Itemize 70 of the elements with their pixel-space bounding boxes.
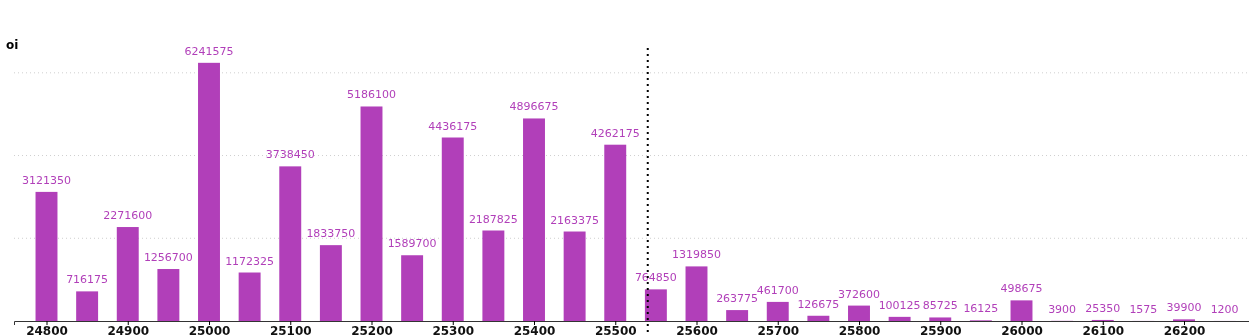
- data-label: 764850: [634, 271, 677, 285]
- data-label: 2271600: [103, 209, 153, 223]
- data-label: 100125: [878, 298, 921, 312]
- data-label: 372600: [838, 287, 880, 301]
- bar: [848, 305, 870, 321]
- bar: [198, 62, 220, 321]
- data-label: 2163375: [550, 213, 600, 227]
- data-label: 4436175: [428, 119, 478, 133]
- x-tick-label: 25300: [432, 323, 475, 336]
- data-label: 3738450: [265, 148, 315, 162]
- data-label: 39900: [1166, 301, 1202, 315]
- data-label: 1589700: [387, 237, 437, 251]
- data-label: 3900: [1048, 302, 1077, 316]
- data-label: 1172325: [225, 254, 275, 268]
- data-label: 16125: [963, 302, 999, 316]
- x-tick-label: 25500: [594, 323, 637, 336]
- data-label: 1256700: [143, 251, 193, 265]
- bar: [685, 266, 708, 321]
- x-tick-label: 25800: [838, 323, 881, 336]
- data-label: 25350: [1085, 301, 1121, 315]
- x-tick-label: 25700: [757, 323, 800, 336]
- bar: [360, 106, 383, 321]
- data-label: 2187825: [468, 212, 518, 226]
- x-tick-label: 24900: [107, 323, 150, 336]
- bar: [157, 269, 180, 321]
- bar: [401, 255, 424, 321]
- bar: [888, 316, 911, 321]
- x-tick-label: 26100: [1082, 323, 1125, 336]
- bar: [726, 310, 749, 321]
- data-label: 3121350: [22, 173, 71, 187]
- data-label: 1319850: [672, 248, 721, 262]
- data-label: 263775: [716, 292, 759, 306]
- bar: [116, 227, 139, 321]
- x-tick-label: 25900: [919, 323, 962, 336]
- x-tick-label: 24800: [26, 323, 68, 336]
- y-axis-title: oi: [6, 38, 19, 52]
- x-tick-label: 26000: [1001, 323, 1043, 336]
- bar: [238, 272, 261, 321]
- x-tick-label: 25400: [513, 323, 556, 336]
- x-tick-label: 25600: [676, 323, 718, 336]
- bar: [319, 245, 342, 321]
- bar: [929, 317, 952, 321]
- data-label: 85725: [922, 299, 958, 313]
- bar: [441, 137, 464, 321]
- data-label: 126675: [797, 297, 840, 311]
- x-tick-label: 25100: [269, 323, 312, 336]
- data-label: 1833750: [306, 227, 356, 241]
- bar: [766, 301, 789, 321]
- bar: [604, 144, 627, 321]
- data-label: 6241575: [184, 44, 234, 58]
- x-tick-label: 26200: [1163, 323, 1206, 336]
- bar: [1010, 300, 1033, 321]
- bar: [482, 230, 505, 321]
- data-label: 716175: [66, 273, 109, 287]
- data-label: 4896675: [509, 100, 559, 114]
- bar: [644, 289, 667, 321]
- data-label: 4262175: [590, 126, 640, 140]
- bar: [35, 191, 58, 321]
- data-label: 461700: [756, 283, 799, 297]
- x-tick-label: 25200: [351, 323, 393, 336]
- bar: [279, 166, 302, 321]
- data-label: 5186100: [347, 88, 396, 102]
- bar: [807, 315, 830, 321]
- data-label: 498675: [1000, 282, 1043, 296]
- bar: [76, 291, 99, 321]
- data-label: 1575: [1129, 302, 1158, 316]
- data-label: 1200: [1210, 302, 1239, 316]
- x-tick-label: 25000: [188, 323, 231, 336]
- bar: [563, 231, 586, 321]
- bar: [523, 118, 545, 321]
